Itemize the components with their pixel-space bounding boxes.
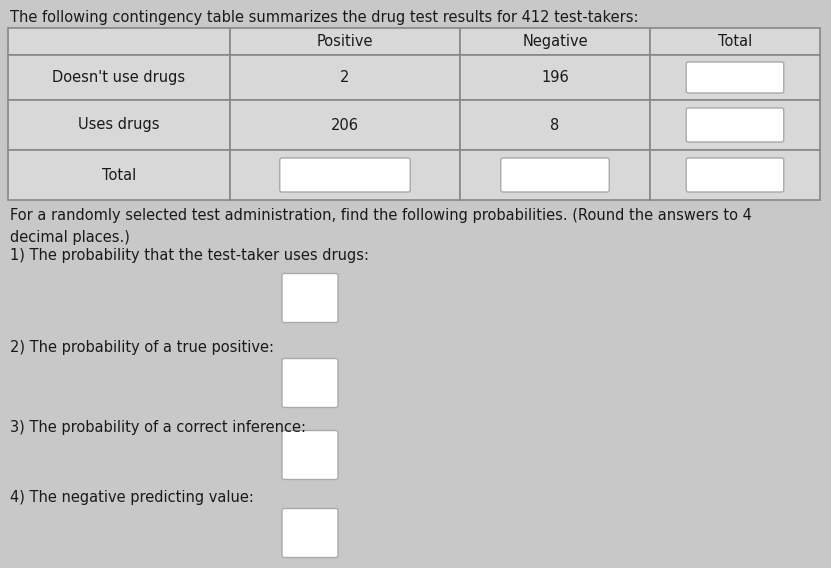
Text: Positive: Positive: [317, 34, 373, 49]
FancyBboxPatch shape: [501, 158, 609, 192]
FancyBboxPatch shape: [282, 358, 338, 407]
Text: Total: Total: [102, 168, 136, 182]
Bar: [650, 55, 820, 100]
FancyBboxPatch shape: [280, 158, 411, 192]
Text: Total: Total: [718, 34, 752, 49]
Bar: [8, 100, 230, 150]
Bar: [460, 28, 650, 55]
Bar: [8, 55, 230, 100]
Bar: [650, 28, 820, 55]
Bar: [230, 28, 460, 55]
Bar: [650, 150, 820, 200]
Text: 206: 206: [331, 118, 359, 132]
Text: Negative: Negative: [522, 34, 588, 49]
Text: 2: 2: [341, 70, 350, 85]
Bar: [230, 55, 460, 100]
Text: 8: 8: [550, 118, 559, 132]
Bar: [230, 100, 460, 150]
Text: Doesn't use drugs: Doesn't use drugs: [52, 70, 185, 85]
Bar: [230, 150, 460, 200]
FancyBboxPatch shape: [282, 508, 338, 558]
Text: For a randomly selected test administration, find the following probabilities. (: For a randomly selected test administrat…: [10, 208, 752, 245]
Bar: [460, 55, 650, 100]
Bar: [460, 150, 650, 200]
FancyBboxPatch shape: [686, 62, 784, 93]
Bar: [650, 100, 820, 150]
Text: 1) The probability that the test-taker uses drugs:: 1) The probability that the test-taker u…: [10, 248, 369, 263]
Text: 4) The negative predicting value:: 4) The negative predicting value:: [10, 490, 254, 505]
FancyBboxPatch shape: [686, 158, 784, 192]
FancyBboxPatch shape: [686, 108, 784, 142]
Bar: [8, 150, 230, 200]
Text: 196: 196: [541, 70, 569, 85]
Text: 3) The probability of a correct inference:: 3) The probability of a correct inferenc…: [10, 420, 306, 435]
FancyBboxPatch shape: [282, 274, 338, 323]
Text: The following contingency table summarizes the drug test results for 412 test-ta: The following contingency table summariz…: [10, 10, 638, 25]
Text: Uses drugs: Uses drugs: [78, 118, 160, 132]
Text: 2) The probability of a true positive:: 2) The probability of a true positive:: [10, 340, 274, 355]
FancyBboxPatch shape: [282, 431, 338, 479]
Bar: [460, 100, 650, 150]
Bar: [8, 28, 230, 55]
